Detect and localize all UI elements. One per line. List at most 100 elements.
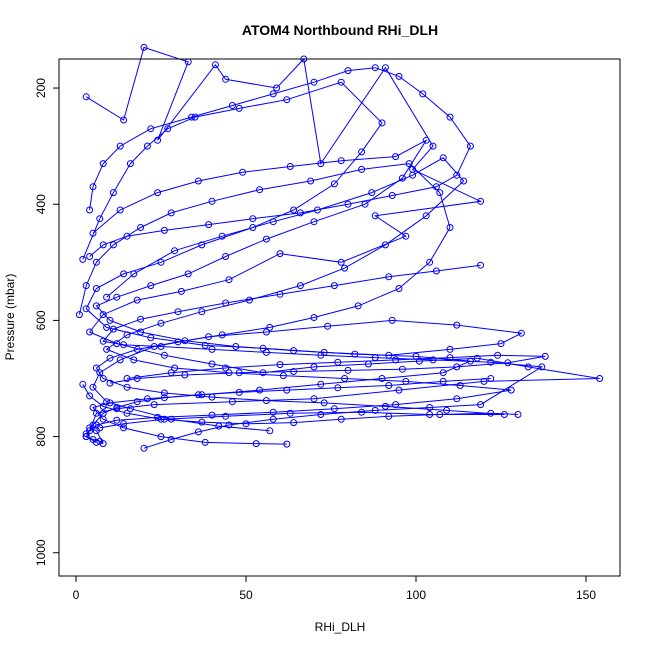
data-point xyxy=(103,398,111,406)
data-point xyxy=(235,104,243,112)
data-point xyxy=(541,352,549,360)
plot-layer xyxy=(75,43,604,452)
data-point xyxy=(524,363,532,371)
data-point xyxy=(120,420,128,428)
chart-title: ATOM4 Northbound RHi_DLH xyxy=(242,22,438,38)
x-tick-label: 100 xyxy=(406,588,426,602)
data-point xyxy=(344,200,352,208)
data-point xyxy=(181,371,189,379)
data-point xyxy=(409,171,417,179)
series-line xyxy=(85,46,600,443)
data-point xyxy=(160,394,168,402)
data-point xyxy=(371,212,379,220)
data-point xyxy=(429,356,437,364)
data-point xyxy=(86,392,94,400)
data-point xyxy=(283,96,291,104)
data-point xyxy=(157,343,165,350)
data-point xyxy=(395,386,403,394)
data-point xyxy=(453,395,461,403)
data-point xyxy=(160,389,168,397)
data-point xyxy=(494,351,502,359)
data-point xyxy=(103,293,111,301)
data-point xyxy=(92,364,100,372)
data-point xyxy=(330,405,338,413)
data-point xyxy=(194,391,202,399)
data-point xyxy=(276,290,284,298)
data-point xyxy=(113,416,121,424)
data-point xyxy=(378,119,386,127)
data-point xyxy=(232,343,240,350)
data-point xyxy=(89,183,97,191)
data-point xyxy=(385,273,393,281)
data-point xyxy=(130,270,138,278)
data-point xyxy=(422,136,430,144)
axis-layer: 0 50 100 150 200 400 600 800 1000 xyxy=(34,78,596,602)
data-point xyxy=(82,305,90,313)
data-point xyxy=(89,404,97,411)
data-point xyxy=(596,375,604,382)
data-point xyxy=(116,356,124,364)
data-point xyxy=(157,433,165,441)
data-point xyxy=(109,325,117,333)
data-point xyxy=(126,405,134,413)
data-point xyxy=(167,209,175,217)
data-point xyxy=(317,411,325,418)
y-tick-label: 1000 xyxy=(34,539,48,566)
data-point xyxy=(225,276,233,284)
data-point xyxy=(157,319,165,327)
data-point xyxy=(106,354,114,362)
data-point xyxy=(290,368,298,375)
data-point xyxy=(381,64,389,72)
data-point xyxy=(116,206,124,214)
data-point xyxy=(92,302,100,310)
data-point xyxy=(290,419,298,427)
data-point xyxy=(419,90,427,98)
data-point xyxy=(446,224,454,231)
data-point xyxy=(167,436,175,443)
data-point xyxy=(167,369,175,377)
data-point xyxy=(92,409,100,417)
data-point xyxy=(286,163,294,170)
data-point xyxy=(92,258,100,266)
y-tick-label: 200 xyxy=(34,78,48,98)
data-point xyxy=(504,359,512,367)
data-point xyxy=(443,406,451,414)
data-point xyxy=(381,241,389,249)
data-point xyxy=(123,383,131,391)
data-point xyxy=(307,177,315,185)
data-point xyxy=(446,113,454,121)
data-point xyxy=(103,345,111,353)
data-point xyxy=(89,436,97,443)
data-point xyxy=(157,415,165,423)
data-point xyxy=(82,93,90,101)
data-point xyxy=(160,226,168,234)
series-line xyxy=(89,67,471,257)
data-point xyxy=(415,357,423,365)
data-point xyxy=(133,345,141,353)
data-point xyxy=(228,102,236,109)
data-point xyxy=(392,401,400,409)
data-point xyxy=(99,409,107,417)
data-point xyxy=(208,411,216,419)
series-line xyxy=(109,354,546,384)
data-point xyxy=(222,412,230,420)
data-point xyxy=(368,189,376,197)
data-point xyxy=(160,351,168,359)
data-point xyxy=(150,401,158,409)
data-point xyxy=(269,90,277,98)
data-point xyxy=(439,369,447,377)
data-point xyxy=(398,365,406,373)
x-axis-label: RHi_DLH xyxy=(315,620,366,634)
data-point xyxy=(126,160,134,168)
data-point xyxy=(296,282,304,290)
data-point xyxy=(341,375,349,382)
data-point xyxy=(514,411,522,418)
data-point xyxy=(249,215,257,223)
data-point xyxy=(432,267,440,275)
data-point xyxy=(208,197,216,205)
data-point xyxy=(388,192,396,199)
data-point xyxy=(283,386,291,394)
data-point xyxy=(86,253,94,260)
data-point xyxy=(106,316,114,324)
data-point xyxy=(371,406,379,414)
